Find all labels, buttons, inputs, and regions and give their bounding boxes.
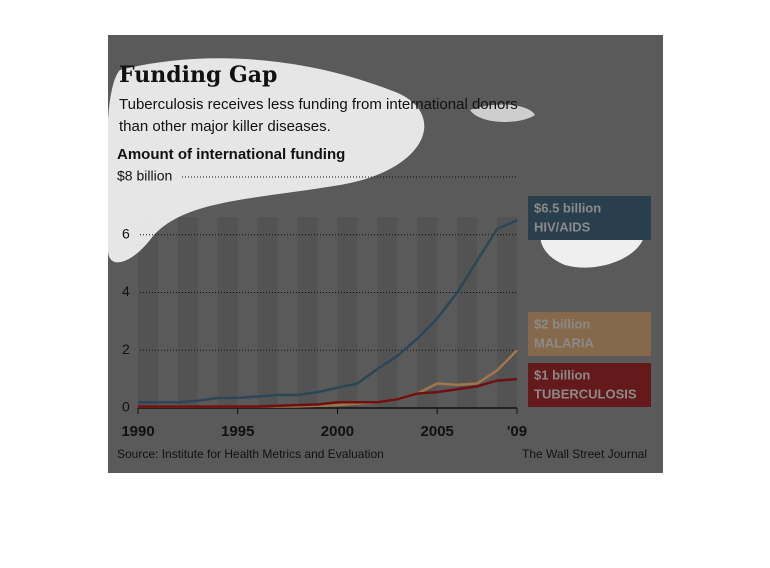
x-tick-label: 2000 (321, 423, 354, 440)
band (457, 217, 478, 408)
end-label: $6.5 billion (534, 200, 601, 215)
band (337, 217, 358, 408)
y-tick-label: 6 (122, 225, 130, 241)
credit: The Wall Street Journal (522, 447, 647, 461)
legend-box (528, 363, 651, 407)
chart-title: Funding Gap (119, 62, 277, 88)
band (497, 217, 517, 408)
band (417, 217, 438, 408)
series-line (138, 377, 518, 408)
x-tick-label: 1990 (121, 423, 154, 440)
source: Source: Institute for Health Metrics and… (117, 447, 384, 461)
legend-label: HIV/AIDS (534, 219, 591, 234)
y-tick-label: 0 (122, 399, 130, 415)
subtitle: Tuberculosis receives less funding from … (119, 96, 518, 113)
band (257, 217, 278, 408)
band (217, 217, 238, 408)
subtitle: than other major killer diseases. (119, 118, 331, 135)
legend-label: MALARIA (534, 335, 595, 350)
band (177, 217, 198, 408)
band (138, 217, 158, 408)
legend-label: TUBERCULOSIS (534, 386, 637, 401)
blob (470, 104, 535, 122)
x-tick-label: 1995 (221, 423, 254, 440)
end-label: $1 billion (534, 367, 590, 382)
x-tick-label: '09 (507, 423, 527, 440)
band (297, 217, 318, 408)
legend-box (528, 196, 651, 240)
y-tick-label: $8 billion (117, 168, 172, 184)
end-label: $2 billion (534, 316, 590, 331)
x-tick-label: 2005 (421, 423, 454, 440)
legend-box (528, 312, 651, 356)
blob (108, 58, 425, 263)
y-tick-label: 2 (122, 341, 130, 357)
y-tick-label: 4 (122, 283, 130, 299)
y-axis-label: Amount of international funding (117, 146, 345, 163)
series-line (138, 219, 518, 404)
band (377, 217, 398, 408)
